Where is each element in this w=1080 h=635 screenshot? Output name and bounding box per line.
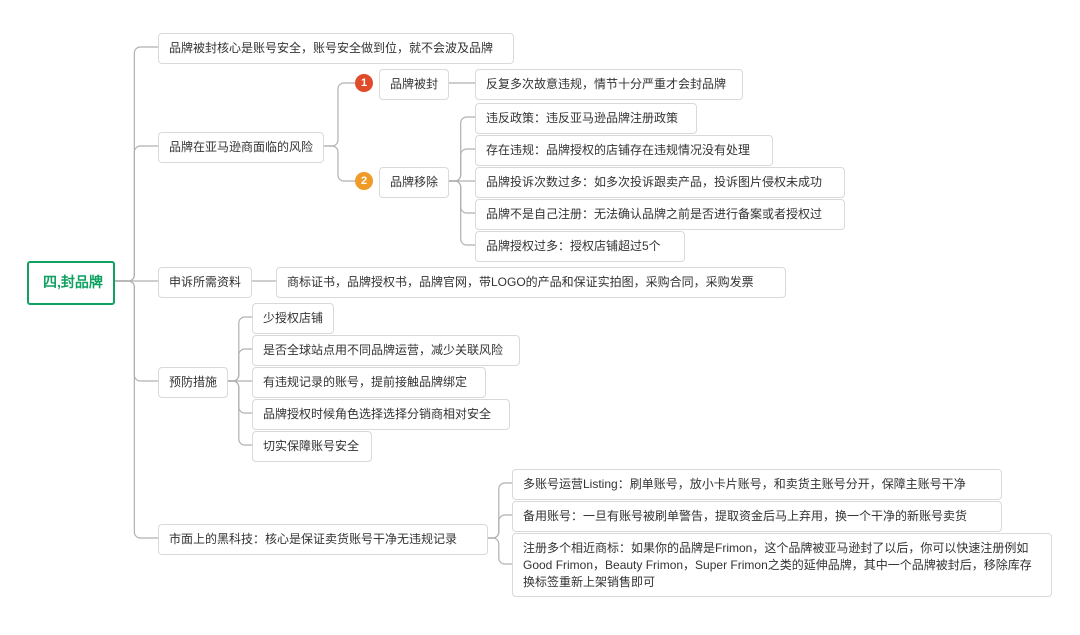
node-b4e[interactable]: 切实保障账号安全	[252, 431, 372, 462]
node-b2b2[interactable]: 存在违规：品牌授权的店铺存在违规情况没有处理	[475, 135, 773, 166]
node-b5a[interactable]: 多账号运营Listing：刷单账号，放小卡片账号，和卖货主账号分开，保障主账号干…	[512, 469, 1002, 500]
node-b4b[interactable]: 是否全球站点用不同品牌运营，减少关联风险	[252, 335, 520, 366]
node-b2b1[interactable]: 违反政策：违反亚马逊品牌注册政策	[475, 103, 697, 134]
node-root[interactable]: 四,封品牌	[27, 261, 115, 305]
edge-root-b5	[115, 281, 158, 538]
edge-root-b4	[115, 281, 158, 381]
node-b2b3[interactable]: 品牌投诉次数过多：如多次投诉跟卖产品，投诉图片侵权未成功	[475, 167, 845, 198]
badge-2: 2	[355, 172, 373, 190]
node-b4a[interactable]: 少授权店铺	[252, 303, 334, 334]
badge-1: 1	[355, 74, 373, 92]
node-b3a[interactable]: 商标证书，品牌授权书，品牌官网，带LOGO的产品和保证实拍图，采购合同，采购发票	[276, 267, 786, 298]
edge-b4-b4a	[228, 317, 252, 381]
node-b2a[interactable]: 品牌被封	[379, 69, 449, 100]
node-b3[interactable]: 申诉所需资料	[158, 267, 252, 298]
node-b4c[interactable]: 有违规记录的账号，提前接触品牌绑定	[252, 367, 486, 398]
edge-b5-b5a	[488, 483, 512, 538]
edge-b5-b5b	[488, 515, 512, 538]
node-b2a1[interactable]: 反复多次故意违规，情节十分严重才会封品牌	[475, 69, 743, 100]
node-b2b4[interactable]: 品牌不是自己注册：无法确认品牌之前是否进行备案或者授权过	[475, 199, 845, 230]
node-b4d[interactable]: 品牌授权时候角色选择选择分销商相对安全	[252, 399, 510, 430]
edge-b2b-b2b4	[449, 181, 475, 213]
edge-root-b2	[115, 146, 158, 281]
edge-b4-b4d	[228, 381, 252, 413]
edge-b2-b2b	[324, 146, 355, 181]
node-b5[interactable]: 市面上的黑科技：核心是保证卖货账号干净无违规记录	[158, 524, 488, 555]
edge-b2b-b2b2	[449, 149, 475, 181]
node-b1[interactable]: 品牌被封核心是账号安全，账号安全做到位，就不会波及品牌	[158, 33, 514, 64]
node-b2[interactable]: 品牌在亚马逊商面临的风险	[158, 132, 324, 163]
node-b5b[interactable]: 备用账号：一旦有账号被刷单警告，提取资金后马上弃用，换一个干净的新账号卖货	[512, 501, 1002, 532]
mindmap-canvas: 四,封品牌 品牌被封核心是账号安全，账号安全做到位，就不会波及品牌品牌在亚马逊商面…	[0, 0, 1080, 635]
node-b2b5[interactable]: 品牌授权过多：授权店铺超过5个	[475, 231, 685, 262]
edge-b2b-b2b5	[449, 181, 475, 245]
edge-b5-b5c	[488, 538, 512, 564]
edge-b4-b4e	[228, 381, 252, 445]
edge-b4-b4b	[228, 349, 252, 381]
node-b4[interactable]: 预防措施	[158, 367, 228, 398]
node-b5c[interactable]: 注册多个相近商标：如果你的品牌是Frimon，这个品牌被亚马逊封了以后，你可以快…	[512, 533, 1052, 597]
node-b2b[interactable]: 品牌移除	[379, 167, 449, 198]
edge-b2-b2a	[324, 83, 355, 146]
edge-b2b-b2b1	[449, 117, 475, 181]
edge-root-b1	[115, 47, 158, 281]
